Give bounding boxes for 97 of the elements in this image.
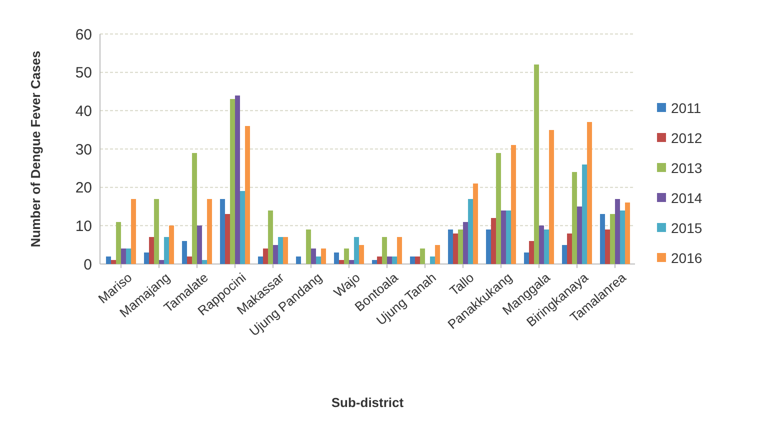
bar xyxy=(182,241,187,264)
bar xyxy=(501,210,506,264)
bar xyxy=(491,218,496,264)
y-tick-label: 40 xyxy=(75,102,92,120)
bar xyxy=(126,248,131,264)
bar xyxy=(116,222,121,264)
bar xyxy=(625,202,630,264)
bar xyxy=(506,210,511,264)
bar xyxy=(131,198,136,264)
bar xyxy=(539,226,544,264)
bar xyxy=(382,237,387,264)
bar xyxy=(620,210,625,264)
bar xyxy=(486,230,491,264)
bar xyxy=(435,244,440,264)
bar xyxy=(534,64,539,264)
bar xyxy=(268,210,273,264)
bar xyxy=(577,206,582,264)
bar xyxy=(587,122,592,264)
bar xyxy=(278,237,283,264)
bar xyxy=(334,252,339,264)
bar xyxy=(458,230,463,264)
bar xyxy=(197,226,202,264)
legend-label: 2013 xyxy=(671,160,702,176)
y-tick-label: 60 xyxy=(75,26,92,44)
bar xyxy=(582,164,587,264)
bar xyxy=(610,214,615,264)
y-tick-label: 50 xyxy=(75,64,92,82)
bar xyxy=(283,237,288,264)
legend-label: 2016 xyxy=(671,250,702,266)
bar xyxy=(377,256,382,264)
bar xyxy=(273,244,278,264)
bar xyxy=(615,198,620,264)
bar xyxy=(605,230,610,264)
bar xyxy=(339,260,344,264)
bar xyxy=(159,260,164,264)
bar xyxy=(420,248,425,264)
y-axis-title: Number of Dengue Fever Cases xyxy=(28,50,43,248)
bar xyxy=(496,152,501,264)
y-tick-label: 10 xyxy=(75,218,92,235)
bar xyxy=(187,256,192,264)
bar xyxy=(349,260,354,264)
bar xyxy=(430,256,435,264)
bar xyxy=(111,260,116,264)
bar xyxy=(164,237,169,264)
bar xyxy=(463,222,468,264)
bar xyxy=(169,226,174,264)
bar xyxy=(410,256,415,264)
bar xyxy=(354,237,359,264)
bar xyxy=(387,256,392,264)
bar xyxy=(306,230,311,264)
bar xyxy=(311,248,316,264)
bar xyxy=(321,248,326,264)
bar xyxy=(415,256,420,264)
bar xyxy=(121,248,126,264)
bar xyxy=(149,237,154,264)
bar xyxy=(448,230,453,264)
bar xyxy=(572,172,577,264)
bar xyxy=(207,198,212,264)
bar xyxy=(468,198,473,264)
bar xyxy=(192,152,197,264)
bar xyxy=(549,130,554,264)
bar xyxy=(245,126,250,264)
bar xyxy=(263,248,268,264)
bar xyxy=(524,252,529,264)
legend-label: 2015 xyxy=(671,220,702,236)
bar xyxy=(225,214,230,264)
bar xyxy=(397,237,402,264)
bar xyxy=(544,230,549,264)
bar xyxy=(372,260,377,264)
bar xyxy=(235,95,240,264)
bar xyxy=(240,191,245,264)
bar xyxy=(359,244,364,264)
bar xyxy=(392,256,397,264)
bar xyxy=(316,256,321,264)
legend-label: 2011 xyxy=(671,100,702,116)
y-tick-label: 0 xyxy=(84,256,92,274)
bar xyxy=(529,241,534,264)
bar xyxy=(258,256,263,264)
bar xyxy=(567,233,572,264)
y-tick-label: 20 xyxy=(75,180,92,197)
bar xyxy=(344,248,349,264)
x-axis-title: Sub-district xyxy=(331,395,404,410)
bar xyxy=(202,260,207,264)
legend-label: 2014 xyxy=(671,190,702,206)
bar xyxy=(511,145,516,264)
bar xyxy=(562,244,567,264)
bar xyxy=(473,184,478,264)
bar xyxy=(106,256,111,264)
bar xyxy=(296,256,301,264)
bar xyxy=(144,252,149,264)
bar xyxy=(453,233,458,264)
y-tick-label: 30 xyxy=(75,141,92,158)
legend-label: 2012 xyxy=(671,130,702,146)
bar xyxy=(220,198,225,264)
bar xyxy=(230,99,235,264)
bar xyxy=(154,198,159,264)
bar xyxy=(600,214,605,264)
